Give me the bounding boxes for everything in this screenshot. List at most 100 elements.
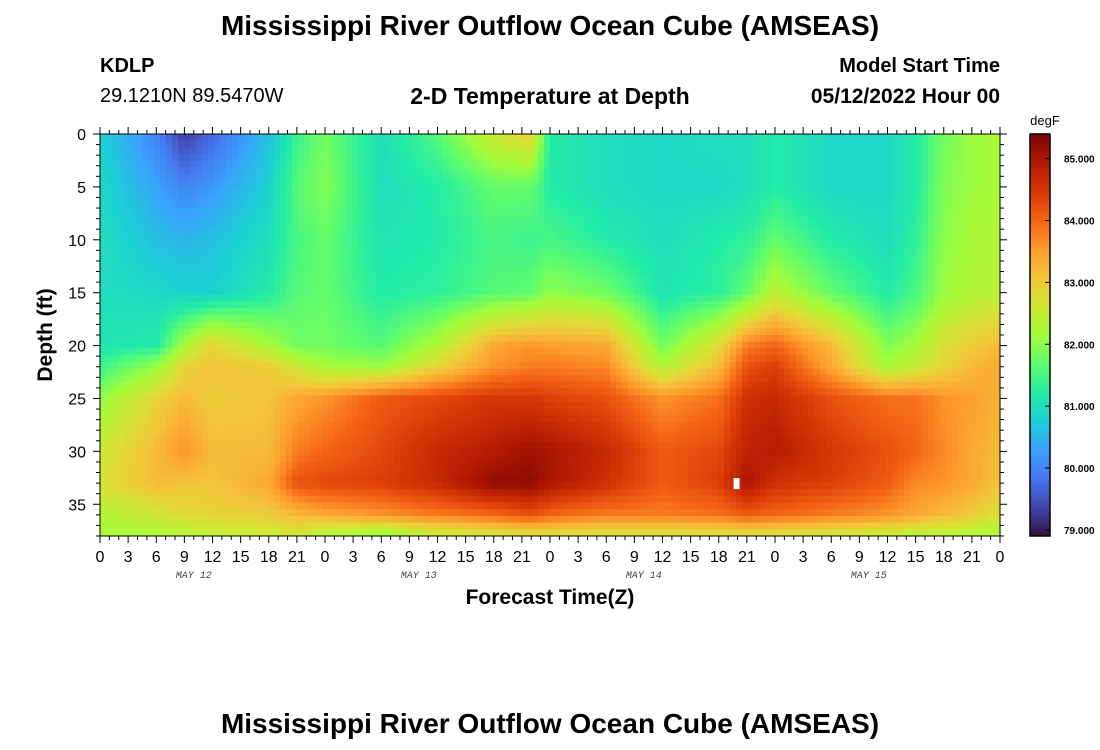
heatmap-cell xyxy=(220,140,227,148)
heatmap-cell xyxy=(622,335,629,343)
heatmap-cell xyxy=(472,281,479,289)
heatmap-cell xyxy=(532,167,539,175)
heatmap-cell xyxy=(112,301,119,309)
heatmap-cell xyxy=(268,147,275,155)
heatmap-cell xyxy=(880,227,887,236)
heatmap-cell xyxy=(622,214,629,222)
heatmap-cell xyxy=(880,167,887,175)
heatmap-cell xyxy=(334,268,341,276)
heatmap-cell xyxy=(946,167,953,175)
heatmap-cell xyxy=(670,335,677,343)
heatmap-cell xyxy=(334,288,341,296)
heatmap-cell xyxy=(154,281,161,289)
heatmap-cell xyxy=(412,247,419,256)
heatmap-cell xyxy=(652,288,659,296)
heatmap-cell xyxy=(694,261,701,269)
heatmap-cell xyxy=(820,314,827,323)
heatmap-cell xyxy=(394,207,401,215)
heatmap-cell xyxy=(580,301,587,309)
heatmap-cell xyxy=(640,140,647,148)
heatmap-cell xyxy=(478,221,485,229)
heatmap-cell xyxy=(364,207,371,215)
heatmap-cell xyxy=(556,201,563,209)
heatmap-cell xyxy=(496,167,503,175)
heatmap-cell xyxy=(634,227,641,236)
heatmap-cell xyxy=(160,140,167,148)
heatmap-cell xyxy=(562,314,569,323)
heatmap-cell xyxy=(106,134,113,142)
heatmap-cell xyxy=(292,221,299,229)
heatmap-cell xyxy=(226,227,233,236)
heatmap-cell xyxy=(754,294,761,303)
heatmap-cell xyxy=(718,328,725,336)
heatmap-cell xyxy=(910,214,917,222)
heatmap-cell xyxy=(214,227,221,236)
heatmap-cell xyxy=(628,335,635,343)
heatmap-cell xyxy=(628,341,635,349)
heatmap-cell xyxy=(514,261,521,269)
heatmap-cell xyxy=(322,207,329,215)
heatmap-cell xyxy=(550,294,557,303)
heatmap-cell xyxy=(970,214,977,222)
heatmap-cell xyxy=(634,167,641,175)
heatmap-cell xyxy=(478,154,485,162)
heatmap-cell xyxy=(592,314,599,323)
heatmap-cell xyxy=(520,308,527,316)
heatmap-cell xyxy=(844,174,851,182)
heatmap-cell xyxy=(520,328,527,336)
heatmap-cell xyxy=(712,167,719,175)
heatmap-cell xyxy=(610,335,617,343)
heatmap-cell xyxy=(586,247,593,256)
heatmap-cell xyxy=(850,321,857,329)
heatmap-cell xyxy=(172,261,179,269)
heatmap-cell xyxy=(106,241,113,249)
heatmap-cell xyxy=(472,254,479,262)
heatmap-cell xyxy=(814,214,821,222)
heatmap-cell xyxy=(256,214,263,222)
heatmap-cell xyxy=(946,194,953,202)
heatmap-cell xyxy=(628,147,635,155)
heatmap-cell xyxy=(994,207,1001,215)
heatmap-cell xyxy=(436,180,443,189)
heatmap-cell xyxy=(340,234,347,242)
heatmap-cell xyxy=(628,261,635,269)
heatmap-cell xyxy=(760,301,767,309)
heatmap-cell xyxy=(556,301,563,309)
heatmap-cell xyxy=(808,247,815,256)
heatmap-cell xyxy=(502,167,509,175)
heatmap-cell xyxy=(958,160,965,169)
heatmap-cell xyxy=(562,227,569,236)
heatmap-cell xyxy=(100,234,107,242)
heatmap-cell xyxy=(448,207,455,215)
heatmap-cell xyxy=(124,247,131,256)
heatmap-cell xyxy=(106,335,113,343)
heatmap-cell xyxy=(418,140,425,148)
heatmap-cell xyxy=(892,160,899,169)
heatmap-cell xyxy=(190,281,197,289)
heatmap-cell xyxy=(664,214,671,222)
heatmap-cell xyxy=(400,160,407,169)
heatmap-cell xyxy=(706,140,713,148)
heatmap-cell xyxy=(658,241,665,249)
heatmap-cell xyxy=(280,321,287,329)
heatmap-cell xyxy=(274,355,281,363)
heatmap-cell xyxy=(232,301,239,309)
heatmap-cell xyxy=(232,314,239,323)
heatmap-cell xyxy=(112,147,119,155)
heatmap-cell xyxy=(244,268,251,276)
heatmap-cell xyxy=(340,341,347,349)
heatmap-cell xyxy=(604,261,611,269)
heatmap-cell xyxy=(892,335,899,343)
heatmap-cell xyxy=(778,308,785,316)
heatmap-cell xyxy=(586,328,593,336)
heatmap-cell xyxy=(916,288,923,296)
heatmap-cell xyxy=(658,147,665,155)
heatmap-cell xyxy=(358,328,365,336)
heatmap-cell xyxy=(274,154,281,162)
heatmap-cell xyxy=(838,201,845,209)
heatmap-cell xyxy=(490,274,497,282)
heatmap-cell xyxy=(778,254,785,262)
heatmap-cell xyxy=(904,180,911,189)
heatmap-cell xyxy=(304,201,311,209)
heatmap-cell xyxy=(910,140,917,148)
